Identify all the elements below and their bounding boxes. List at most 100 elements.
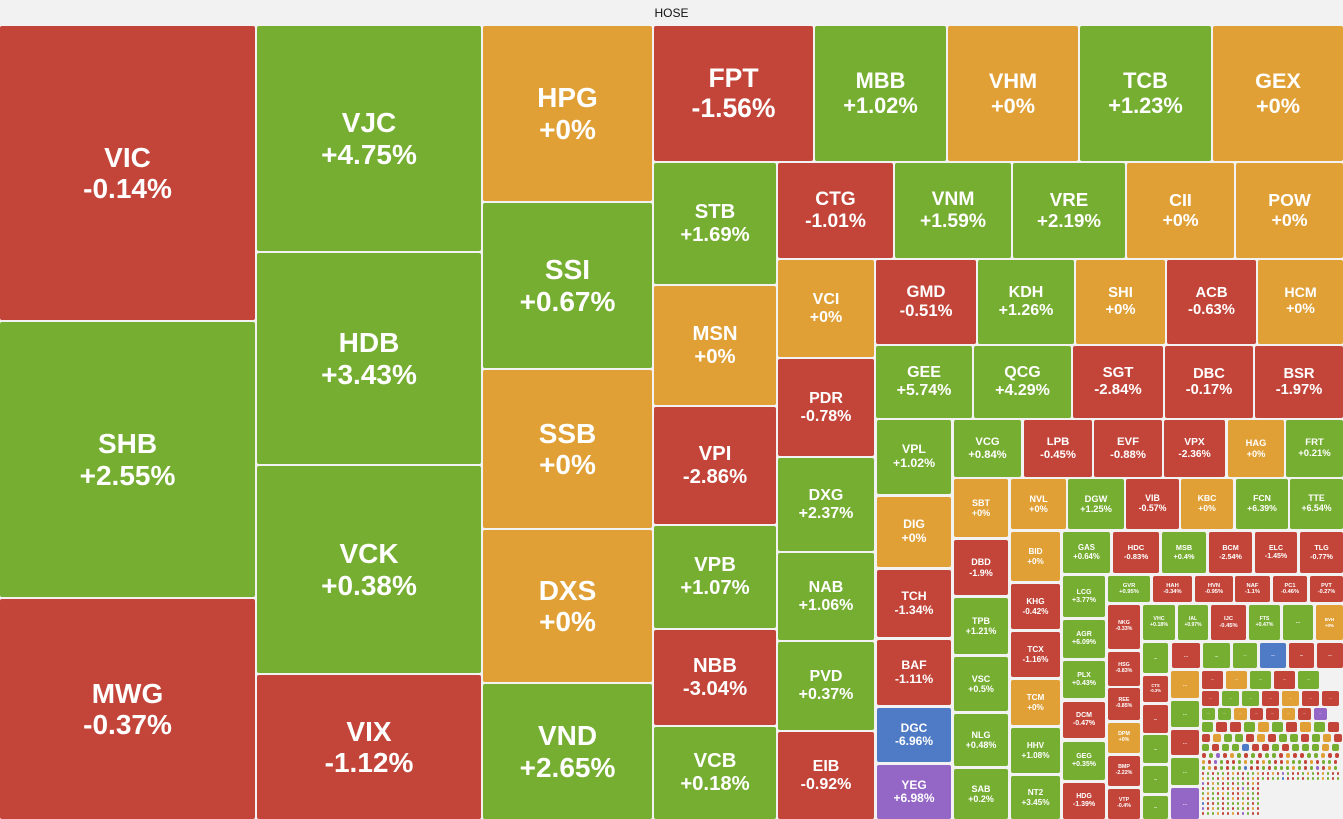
stock-cell-agr[interactable]: AGR +6.09% bbox=[1063, 620, 1105, 658]
stock-cell-eib[interactable]: EIB -0.92% bbox=[778, 732, 874, 819]
stock-cell-small[interactable] bbox=[1265, 753, 1269, 758]
stock-cell-small[interactable] bbox=[1232, 782, 1234, 785]
stock-cell-small[interactable] bbox=[1310, 766, 1313, 770]
stock-cell-small[interactable] bbox=[1208, 760, 1211, 764]
stock-cell-vnd[interactable]: VND +2.65% bbox=[483, 684, 652, 819]
stock-cell-small[interactable] bbox=[1227, 812, 1229, 815]
stock-cell-small[interactable] bbox=[1302, 772, 1304, 775]
stock-cell-small[interactable] bbox=[1322, 777, 1324, 780]
stock-cell-small[interactable] bbox=[1232, 760, 1235, 764]
stock-cell-small[interactable] bbox=[1247, 812, 1249, 815]
stock-cell-small[interactable] bbox=[1286, 760, 1289, 764]
stock-cell-small[interactable] bbox=[1242, 777, 1244, 780]
stock-cell-bmp[interactable]: BMP -2.22% bbox=[1108, 756, 1140, 786]
stock-cell-vpx[interactable]: VPX -2.36% bbox=[1164, 420, 1225, 477]
stock-cell-small[interactable]: ... bbox=[1298, 708, 1311, 720]
stock-cell-small[interactable] bbox=[1232, 797, 1234, 800]
stock-cell-msn[interactable]: MSN +0% bbox=[654, 286, 776, 405]
stock-cell-small[interactable]: ... bbox=[1226, 671, 1247, 689]
stock-cell-small[interactable] bbox=[1262, 777, 1264, 780]
stock-cell-small[interactable] bbox=[1222, 787, 1224, 790]
stock-cell-small[interactable] bbox=[1268, 734, 1276, 742]
stock-cell-small[interactable] bbox=[1213, 734, 1221, 742]
stock-cell-small[interactable] bbox=[1257, 772, 1259, 775]
stock-cell-vsc[interactable]: VSC +0.5% bbox=[954, 657, 1008, 711]
stock-cell-small[interactable] bbox=[1292, 744, 1299, 751]
stock-cell-gas[interactable]: GAS +0.64% bbox=[1063, 532, 1110, 573]
stock-cell-small[interactable]: ... bbox=[1274, 671, 1295, 689]
stock-cell-small[interactable] bbox=[1227, 797, 1229, 800]
stock-cell-gvr[interactable]: GVR +0.95% bbox=[1108, 576, 1150, 602]
stock-cell-small[interactable] bbox=[1207, 782, 1209, 785]
stock-cell-small[interactable] bbox=[1212, 802, 1214, 805]
stock-cell-dxs[interactable]: DXS +0% bbox=[483, 530, 652, 682]
stock-cell-small[interactable]: ... bbox=[1218, 708, 1231, 720]
stock-cell-small[interactable] bbox=[1268, 766, 1271, 770]
stock-cell-small[interactable] bbox=[1307, 777, 1309, 780]
stock-cell-small[interactable] bbox=[1222, 812, 1224, 815]
stock-cell-small[interactable]: ... bbox=[1143, 796, 1168, 819]
stock-cell-small[interactable] bbox=[1237, 802, 1239, 805]
stock-cell-small[interactable] bbox=[1328, 766, 1331, 770]
stock-cell-small[interactable]: ... bbox=[1143, 735, 1168, 763]
stock-cell-small[interactable] bbox=[1257, 777, 1259, 780]
stock-cell-small[interactable] bbox=[1250, 760, 1253, 764]
stock-cell-vcg[interactable]: VCG +0.84% bbox=[954, 420, 1021, 477]
stock-cell-small[interactable]: ... bbox=[1266, 708, 1279, 720]
stock-cell-nbb[interactable]: NBB -3.04% bbox=[654, 630, 776, 725]
stock-cell-small[interactable] bbox=[1244, 753, 1248, 758]
stock-cell-small[interactable] bbox=[1257, 802, 1259, 805]
stock-cell-small[interactable]: ... bbox=[1250, 671, 1271, 689]
stock-cell-small[interactable]: ... bbox=[1234, 708, 1247, 720]
stock-cell-small[interactable] bbox=[1307, 772, 1309, 775]
stock-cell-small[interactable] bbox=[1252, 744, 1259, 751]
stock-cell-small[interactable]: ... bbox=[1260, 643, 1286, 668]
stock-cell-small[interactable] bbox=[1312, 734, 1320, 742]
stock-cell-small[interactable] bbox=[1279, 753, 1283, 758]
stock-cell-small[interactable] bbox=[1222, 797, 1224, 800]
stock-cell-small[interactable] bbox=[1262, 744, 1269, 751]
stock-cell-small[interactable]: ... bbox=[1302, 691, 1319, 706]
stock-cell-small[interactable] bbox=[1214, 760, 1217, 764]
stock-cell-tte[interactable]: TTE +6.54% bbox=[1290, 479, 1343, 529]
stock-cell-small[interactable] bbox=[1207, 802, 1209, 805]
stock-cell-small[interactable] bbox=[1232, 766, 1235, 770]
stock-cell-frt[interactable]: FRT +0.21% bbox=[1286, 420, 1343, 477]
stock-cell-small[interactable] bbox=[1302, 744, 1309, 751]
stock-cell-small[interactable]: ... bbox=[1171, 758, 1199, 785]
stock-cell-fcn[interactable]: FCN +6.39% bbox=[1236, 479, 1288, 529]
stock-cell-vjc[interactable]: VJC +4.75% bbox=[257, 26, 481, 251]
stock-cell-bsr[interactable]: BSR -1.97% bbox=[1255, 346, 1343, 418]
stock-cell-fpt[interactable]: FPT -1.56% bbox=[654, 26, 813, 161]
stock-cell-small[interactable]: ... bbox=[1283, 605, 1313, 640]
stock-cell-pvt[interactable]: PVT -0.27% bbox=[1310, 576, 1343, 602]
stock-cell-small[interactable] bbox=[1247, 802, 1249, 805]
stock-cell-small[interactable] bbox=[1238, 760, 1241, 764]
stock-cell-small[interactable] bbox=[1257, 787, 1259, 790]
stock-cell-small[interactable] bbox=[1207, 787, 1209, 790]
stock-cell-small[interactable] bbox=[1334, 766, 1337, 770]
stock-cell-small[interactable] bbox=[1227, 787, 1229, 790]
stock-cell-small[interactable] bbox=[1292, 777, 1294, 780]
stock-cell-small[interactable]: ... bbox=[1202, 708, 1215, 720]
stock-cell-small[interactable] bbox=[1252, 812, 1254, 815]
stock-cell-small[interactable] bbox=[1292, 760, 1295, 764]
stock-cell-small[interactable] bbox=[1237, 782, 1239, 785]
stock-cell-small[interactable] bbox=[1202, 782, 1204, 785]
stock-cell-small[interactable] bbox=[1300, 753, 1304, 758]
stock-cell-small[interactable] bbox=[1297, 777, 1299, 780]
stock-cell-small[interactable] bbox=[1212, 777, 1214, 780]
stock-cell-small[interactable] bbox=[1304, 766, 1307, 770]
stock-cell-vnm[interactable]: VNM +1.59% bbox=[895, 163, 1011, 258]
stock-cell-small[interactable] bbox=[1227, 782, 1229, 785]
stock-cell-small[interactable] bbox=[1222, 772, 1224, 775]
stock-cell-small[interactable] bbox=[1232, 772, 1234, 775]
stock-cell-small[interactable] bbox=[1208, 766, 1211, 770]
stock-cell-small[interactable] bbox=[1272, 753, 1276, 758]
stock-cell-small[interactable] bbox=[1217, 777, 1219, 780]
stock-cell-small[interactable] bbox=[1257, 807, 1259, 810]
stock-cell-small[interactable] bbox=[1224, 734, 1232, 742]
stock-cell-pvd[interactable]: PVD +0.37% bbox=[778, 642, 874, 730]
stock-cell-small[interactable] bbox=[1242, 812, 1244, 815]
stock-cell-small[interactable] bbox=[1322, 760, 1325, 764]
